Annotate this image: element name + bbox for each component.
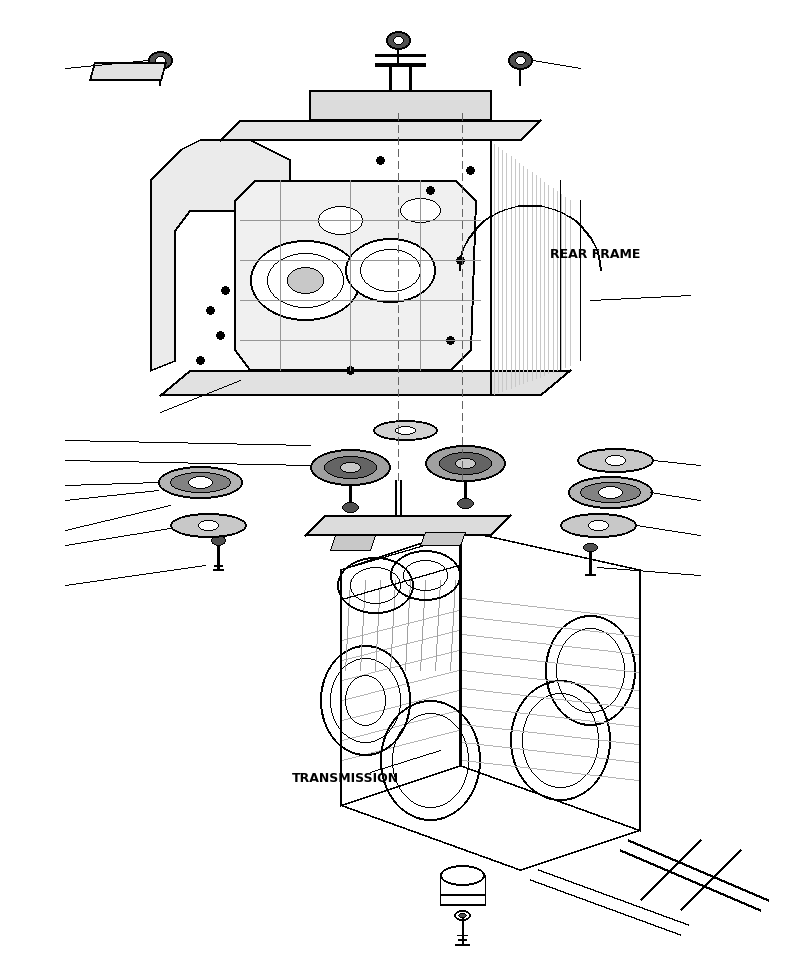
Text: REAR FRAME: REAR FRAME bbox=[550, 248, 641, 261]
Text: TRANSMISSION: TRANSMISSION bbox=[291, 772, 398, 785]
